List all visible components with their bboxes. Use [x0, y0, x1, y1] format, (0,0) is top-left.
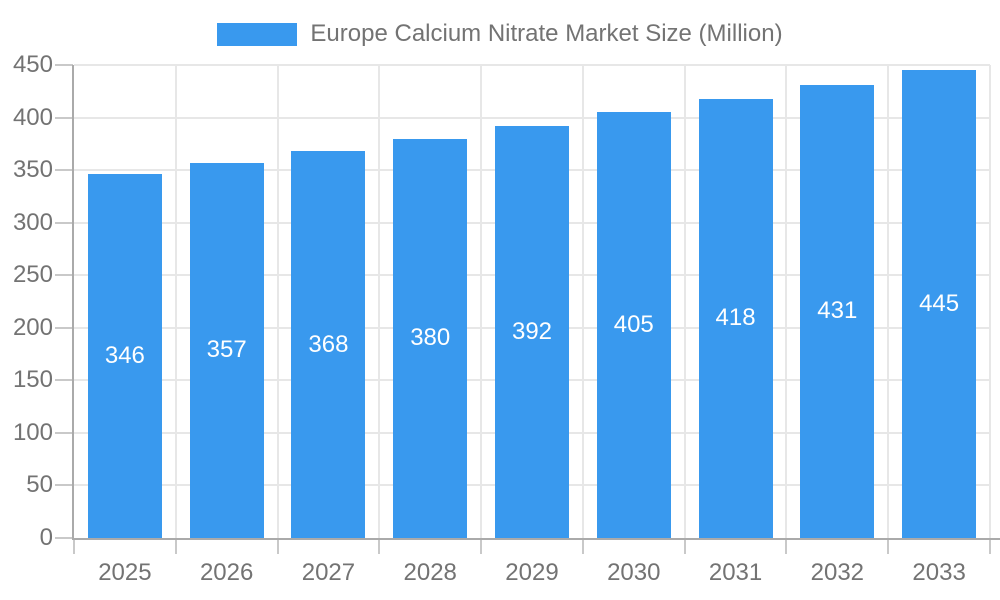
- bar-value-label: 357: [206, 336, 247, 364]
- x-gridline: [276, 65, 279, 538]
- x-tick: [887, 540, 890, 554]
- bar[interactable]: [393, 138, 468, 538]
- bar[interactable]: [902, 70, 977, 538]
- bar[interactable]: [495, 125, 569, 538]
- bar-value-label: 431: [817, 297, 858, 325]
- y-tick-label: 400: [12, 103, 53, 131]
- y-tick: [55, 64, 73, 66]
- y-tick-label: 0: [39, 524, 53, 551]
- x-gridline: [887, 65, 890, 538]
- y-tick-label: 250: [12, 261, 53, 289]
- y-tick: [55, 274, 73, 277]
- y-tick-label: 100: [12, 418, 53, 446]
- x-gridline: [581, 65, 584, 538]
- x-gridline: [989, 65, 991, 538]
- bar-value-label: 368: [308, 330, 349, 358]
- y-gridline: [74, 64, 990, 66]
- x-tick: [174, 540, 177, 554]
- legend[interactable]: Europe Calcium Nitrate Market Size (Mill…: [0, 20, 1000, 48]
- bar-value-label: 346: [104, 342, 145, 370]
- y-tick: [55, 431, 73, 434]
- x-tick: [683, 540, 686, 554]
- x-tick-label: 2026: [199, 559, 254, 586]
- y-tick: [55, 379, 73, 382]
- bar[interactable]: [87, 174, 162, 538]
- x-tick-label: 2029: [505, 559, 559, 586]
- x-gridline: [683, 65, 686, 538]
- y-tick: [55, 537, 73, 539]
- x-tick: [785, 540, 788, 554]
- legend-label: Europe Calcium Nitrate Market Size (Mill…: [310, 20, 783, 47]
- bar[interactable]: [189, 162, 264, 538]
- x-tick: [276, 540, 279, 554]
- x-tick: [989, 540, 991, 554]
- y-tick-label: 300: [12, 208, 53, 236]
- x-gridline: [174, 65, 177, 538]
- x-tick-label: 2032: [810, 559, 865, 586]
- y-tick-label: 150: [12, 366, 53, 394]
- bar-value-label: 445: [919, 290, 960, 318]
- x-axis-line: [72, 538, 1000, 540]
- x-gridline: [480, 65, 483, 538]
- bar-value-label: 392: [511, 317, 553, 345]
- x-tick-label: 2030: [607, 559, 661, 586]
- x-gridline: [378, 65, 381, 538]
- y-tick: [55, 326, 73, 329]
- y-tick-label: 50: [26, 471, 53, 499]
- bar[interactable]: [291, 151, 366, 538]
- y-tick-label: 350: [12, 156, 53, 184]
- y-tick: [55, 116, 73, 119]
- y-tick: [55, 484, 73, 487]
- y-tick: [55, 221, 73, 224]
- legend-swatch: [217, 22, 298, 46]
- bar-value-label: 405: [613, 311, 654, 339]
- bar-value-label: 418: [715, 304, 756, 332]
- x-gridline: [785, 65, 788, 538]
- x-tick: [378, 540, 381, 554]
- x-tick-label: 2031: [708, 559, 763, 586]
- x-tick-label: 2033: [912, 559, 966, 586]
- bar[interactable]: [698, 98, 773, 538]
- y-tick: [55, 169, 73, 172]
- y-tick-label: 450: [12, 51, 53, 78]
- y-gridline: [74, 116, 990, 119]
- x-tick: [480, 540, 483, 554]
- x-tick: [581, 540, 584, 554]
- x-tick: [73, 540, 75, 554]
- y-tick-label: 200: [12, 313, 53, 341]
- bar[interactable]: [800, 84, 875, 538]
- bar[interactable]: [596, 112, 671, 538]
- bar-value-label: 380: [410, 324, 451, 352]
- x-tick-label: 2027: [301, 559, 356, 586]
- x-tick-label: 2028: [403, 559, 457, 586]
- y-axis-line: [72, 65, 74, 540]
- x-tick-label: 2025: [98, 559, 152, 586]
